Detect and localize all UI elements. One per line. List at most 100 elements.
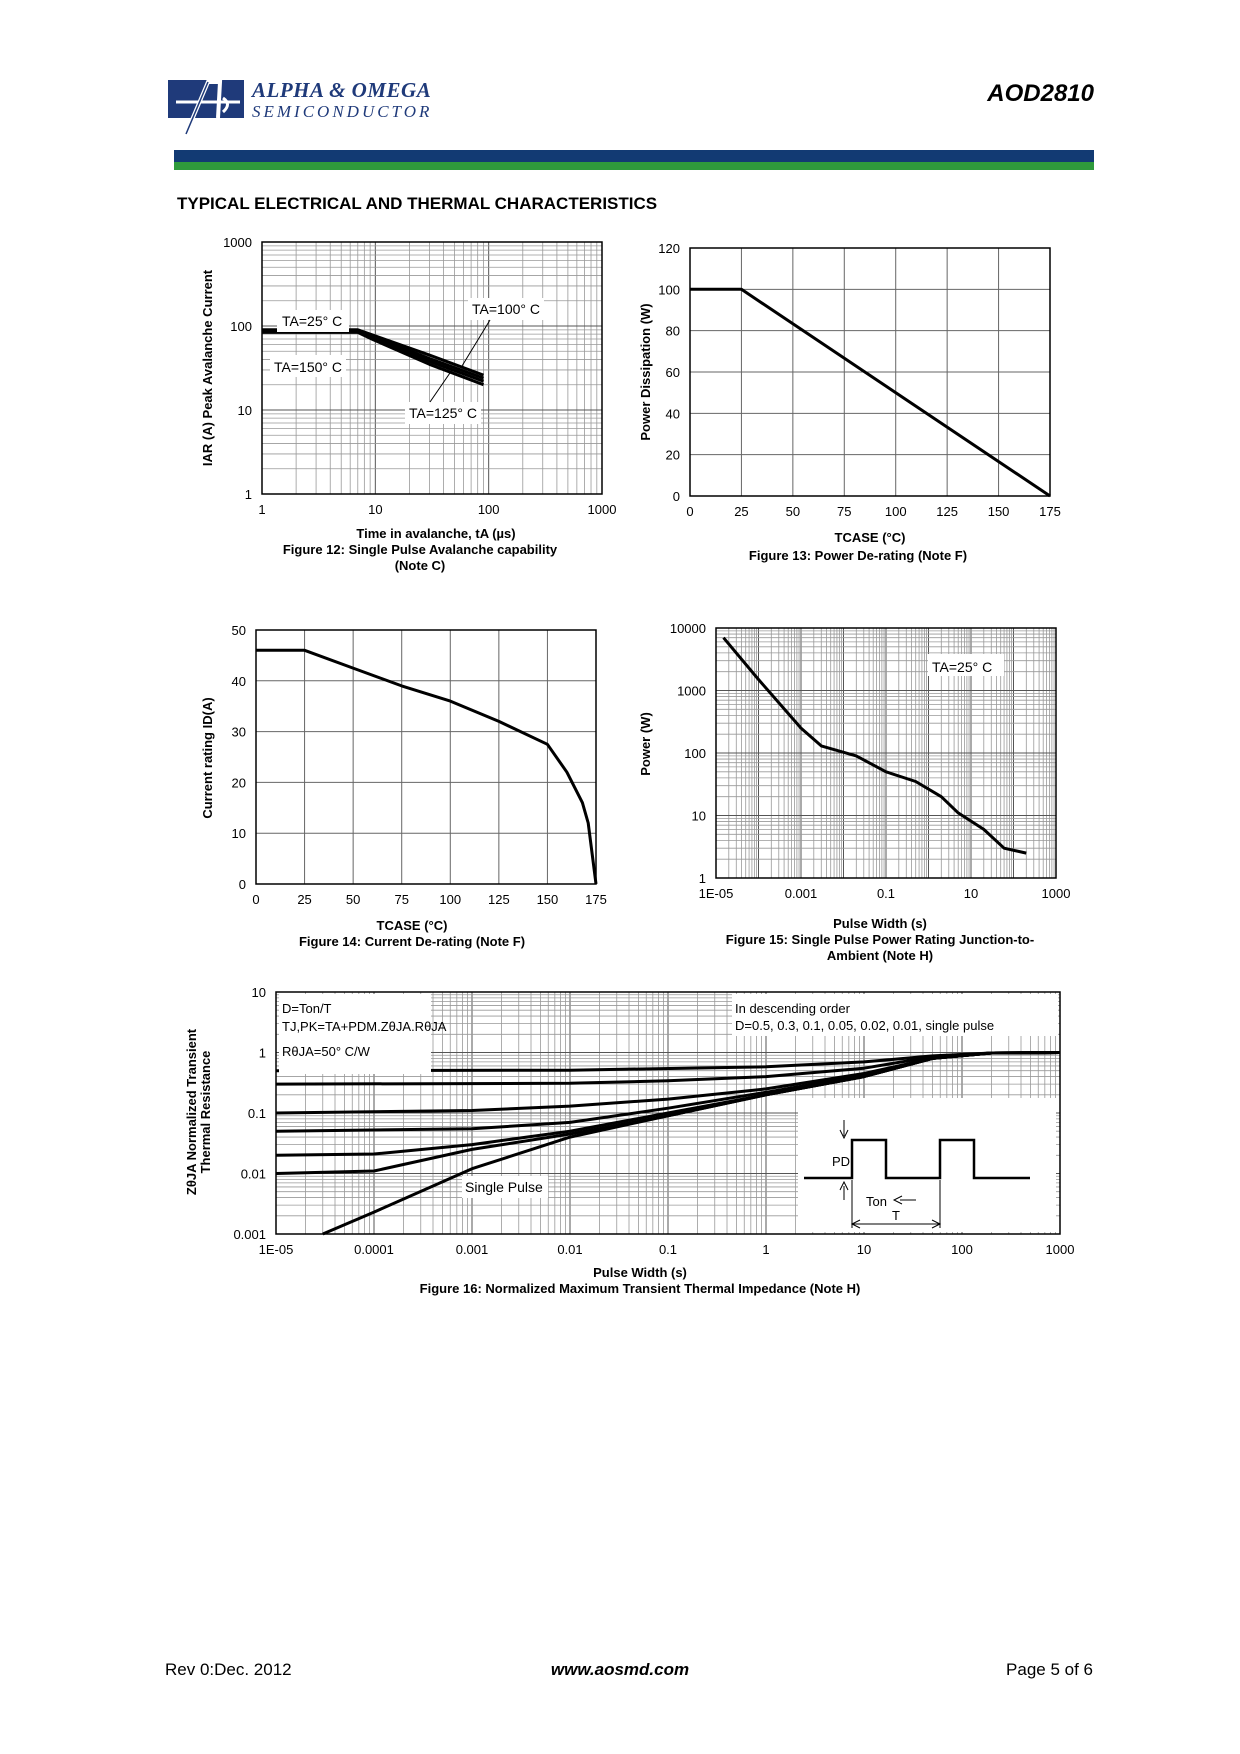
company-name-line1: ALPHA & OMEGA — [252, 78, 432, 102]
figure-16: 1E-05 0.0001 0.001 0.01 0.1 1 10 100 1000 0.001 0.… — [180, 980, 1080, 1320]
fig15-ytick-label: 1 — [699, 871, 706, 886]
fig12-xtick-label: 100 — [478, 502, 500, 517]
fig12-xtick-label: 10 — [368, 502, 382, 517]
fig15-xtick-label: 1000 — [1042, 886, 1070, 901]
fig12-ytick-label: 1000 — [223, 235, 252, 250]
fig16-ytick-label: 0.001 — [233, 1227, 266, 1242]
fig15-caption-line1: Figure 15: Single Pulse Power Rating Jun… — [726, 932, 1034, 947]
footer-revision: Rev 0:Dec. 2012 — [165, 1660, 292, 1679]
fig15-xlabel: Pulse Width (s) — [833, 916, 927, 931]
fig15-label-ta25: TA=25° C — [932, 659, 992, 675]
fig12-caption-line2: (Note C) — [395, 558, 446, 573]
figure-15: 1E-05 0.001 0.1 10 1000 1 10 100 1000 10000 TA=25… — [630, 610, 1070, 970]
footer-website[interactable]: www.aosmd.com — [550, 1660, 690, 1679]
fig16-note-tjpk: TJ,PK=TA+PDM.ZθJA.RθJA — [282, 1019, 447, 1034]
fig14-xtick-label: 50 — [346, 892, 360, 907]
fig13-xtick-label: 100 — [885, 504, 907, 519]
fig16-pd-label: PD — [832, 1154, 850, 1169]
fig13-ytick-label: 20 — [666, 448, 680, 463]
fig16-xtick-label: 0.0001 — [354, 1242, 394, 1257]
fig16-xtick-label: 0.01 — [557, 1242, 582, 1257]
fig13-xtick-label: 150 — [988, 504, 1010, 519]
fig15-xtick-label: 1E-05 — [699, 886, 734, 901]
fig14-ytick-label: 30 — [232, 725, 246, 740]
fig16-pulse-diagram: PD Ton T — [798, 1098, 1056, 1232]
fig12-label-ta25: TA=25° C — [282, 313, 342, 329]
fig16-note-order: In descending order — [735, 1001, 851, 1016]
fig16-note-duty: D=Ton/T — [282, 1001, 332, 1016]
fig12-arrow-ta125 — [429, 369, 453, 403]
figure-13-chart: 0 25 50 75 100 125 150 175 0 20 40 60 80 100 120 TCASE… — [638, 241, 1061, 563]
fig14-xtick-label: 150 — [537, 892, 559, 907]
fig14-xtick-label: 0 — [252, 892, 259, 907]
fig14-caption: Figure 14: Current De-rating (Note F) — [299, 934, 525, 949]
fig12-xlabel: Time in avalanche, tA (µs) — [356, 526, 515, 541]
fig13-ytick-label: 100 — [658, 282, 680, 297]
fig14-xlabel: TCASE (°C) — [377, 918, 448, 933]
fig14-xtick-label: 125 — [488, 892, 510, 907]
fig14-xtick-label: 75 — [394, 892, 408, 907]
fig16-xtick-label: 1E-05 — [259, 1242, 294, 1257]
fig12-arrow-ta100 — [461, 319, 491, 367]
fig14-xtick-label: 100 — [439, 892, 461, 907]
fig12-caption-line1: Figure 12: Single Pulse Avalanche capabi… — [283, 542, 558, 557]
fig12-series-ta-150-c — [262, 330, 485, 387]
fig14-ylabel: Current rating ID(A) — [200, 697, 215, 818]
header-band-green — [174, 162, 1094, 170]
fig16-ytick-label: 0.1 — [248, 1106, 266, 1121]
section-title: TYPICAL ELECTRICAL AND THERMAL CHARACTER… — [177, 194, 658, 213]
fig16-xlabel: Pulse Width (s) — [593, 1265, 687, 1280]
fig16-xtick-label: 10 — [857, 1242, 871, 1257]
fig16-xtick-label: 1 — [762, 1242, 769, 1257]
fig13-xtick-label: 50 — [786, 504, 800, 519]
fig16-xtick-label: 100 — [951, 1242, 973, 1257]
fig15-series-ta-25-c — [722, 636, 1027, 855]
fig16-note-rtheta: RθJA=50° C/W — [282, 1044, 371, 1059]
fig14-xtick-label: 175 — [585, 892, 607, 907]
fig16-single-pulse-label: Single Pulse — [465, 1179, 543, 1195]
fig12-ytick-label: 1 — [245, 487, 252, 502]
figure-14-chart: 0 25 50 75 100 125 150 175 0 10 20 30 40 50 TCASE (°C… — [200, 623, 607, 949]
footer-page-number: Page 5 of 6 — [1006, 1660, 1093, 1679]
fig14-ytick-label: 10 — [232, 826, 246, 841]
aos-logo-icon — [168, 80, 244, 135]
fig13-ylabel: Power Dissipation (W) — [638, 303, 653, 440]
fig15-xtick-label: 0.001 — [785, 886, 818, 901]
fig14-ytick-label: 20 — [232, 775, 246, 790]
fig16-ylabel-line1: ZθJA Normalized Transient — [184, 1028, 199, 1195]
figure-14: 0 25 50 75 100 125 150 175 0 10 20 30 40 50 TCASE (°C… — [190, 610, 630, 960]
figure-15-chart: 1E-05 0.001 0.1 10 1000 1 10 100 1000 10000 TA=25… — [638, 621, 1070, 963]
company-logo: ALPHA & OMEGA SEMICONDUCTOR — [168, 78, 468, 136]
fig16-ylabel-line2: Thermal Resistance — [198, 1051, 213, 1174]
company-name-line2: SEMICONDUCTOR — [252, 102, 433, 121]
fig16-ytick-label: 1 — [259, 1046, 266, 1061]
fig13-series-power — [690, 287, 1051, 498]
fig13-xtick-label: 175 — [1039, 504, 1061, 519]
fig15-ytick-label: 1000 — [677, 684, 706, 699]
fig13-ytick-label: 80 — [666, 324, 680, 339]
figure-12: 1 10 100 1000 1 10 100 1000 TA=25° C TA=100° C … — [190, 230, 630, 580]
fig15-ytick-label: 100 — [684, 746, 706, 761]
fig12-ytick-label: 100 — [230, 319, 252, 334]
fig15-ytick-label: 10 — [692, 809, 706, 824]
fig15-xtick-label: 10 — [964, 886, 978, 901]
fig12-xtick-label: 1 — [258, 502, 265, 517]
header-band-blue — [174, 150, 1094, 162]
fig16-ytick-label: 0.01 — [241, 1167, 266, 1182]
fig13-xtick-label: 0 — [686, 504, 693, 519]
fig15-ylabel: Power (W) — [638, 712, 653, 776]
fig13-ytick-label: 60 — [666, 365, 680, 380]
fig15-ytick-label: 10000 — [670, 621, 706, 636]
fig13-caption: Figure 13: Power De-rating (Note F) — [749, 548, 967, 563]
part-number: AOD2810 — [987, 80, 1094, 107]
fig13-ytick-label: 0 — [673, 489, 680, 504]
fig13-xtick-label: 25 — [734, 504, 748, 519]
fig14-series-current — [256, 648, 598, 885]
fig14-xtick-label: 25 — [297, 892, 311, 907]
fig13-xlabel: TCASE (°C) — [835, 530, 906, 545]
fig16-xtick-label: 0.1 — [659, 1242, 677, 1257]
fig16-caption: Figure 16: Normalized Maximum Transient … — [420, 1281, 861, 1296]
fig15-caption-line2: Ambient (Note H) — [827, 948, 933, 963]
fig16-ytick-label: 10 — [252, 985, 266, 1000]
